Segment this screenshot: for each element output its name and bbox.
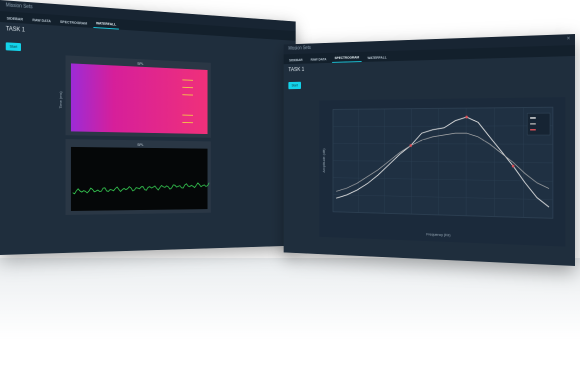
- waterfall-panel-title: SPL: [137, 61, 144, 66]
- peak-marker: [409, 144, 412, 147]
- tab-raw-data[interactable]: RAW DATA: [310, 57, 327, 62]
- window-title: Mission Sets: [5, 2, 33, 11]
- front-window: Mission Sets × SIDEBAR RAW DATA SPECTROG…: [283, 34, 575, 266]
- tab-spectrogram[interactable]: SPECTROGRAM: [332, 53, 362, 63]
- tab-waterfall[interactable]: WATERFALL: [367, 55, 387, 60]
- plot-area: [333, 107, 553, 218]
- peak-marker: [465, 115, 468, 119]
- legend-swatch: [530, 129, 536, 131]
- back-plots: SPL Time (ms) SPL: [58, 55, 211, 215]
- waterfall-ylabel: Time (ms): [58, 91, 63, 109]
- tab-sidebar[interactable]: SIDEBAR: [289, 58, 303, 63]
- legend-box: [527, 113, 550, 135]
- spectrum-panel-title: SPL: [137, 142, 144, 147]
- waterfall-image: [70, 63, 208, 135]
- reflection-overlay: [0, 258, 580, 367]
- tab-waterfall[interactable]: WATERFALL: [93, 19, 119, 30]
- y-axis-label: Amplitude (dB): [322, 148, 325, 172]
- tab-sidebar[interactable]: SIDEBAR: [6, 16, 23, 22]
- spectrum-chart: Frequency (Hz) Amplitude (dB): [319, 97, 566, 247]
- legend-swatch: [530, 123, 536, 125]
- start-button[interactable]: Start: [288, 81, 301, 90]
- window-title: Mission Sets: [288, 45, 311, 52]
- legend: [527, 113, 550, 135]
- spectrum-plot-area: [70, 146, 208, 211]
- x-axis-label: Frequency (Hz): [426, 232, 450, 237]
- back-window: Mission Sets SIDEBAR RAW DATA SPECTROGRA…: [0, 0, 296, 255]
- tab-raw-data[interactable]: RAW DATA: [32, 18, 51, 24]
- close-icon[interactable]: ×: [566, 36, 571, 43]
- legend-swatch: [530, 117, 536, 119]
